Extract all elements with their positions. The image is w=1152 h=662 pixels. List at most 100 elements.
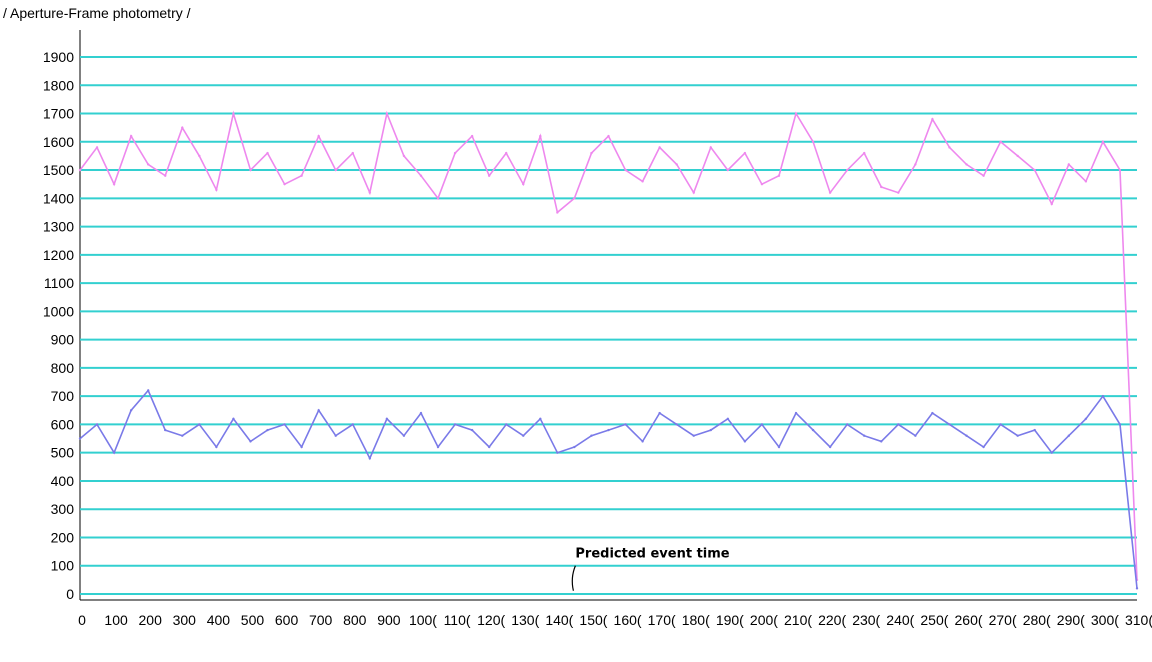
annotation-label-0: Predicted event time <box>575 547 729 562</box>
x-tick-label-3000: 300( <box>1091 612 1119 628</box>
series-1-point-35 <box>675 423 678 426</box>
x-tick-label-1600: 160( <box>614 612 642 628</box>
y-tick-label-1400: 1400 <box>43 190 74 206</box>
series-1-point-17 <box>368 457 372 460</box>
series-0-point-61 <box>1118 168 1122 172</box>
series-0-point-48 <box>897 191 900 194</box>
series-1-point-51 <box>948 423 951 426</box>
x-tick-label-1400: 140( <box>545 612 573 628</box>
series-0-point-26 <box>522 182 525 186</box>
series-1-point-16 <box>351 423 354 426</box>
series-0-point-46 <box>863 151 866 155</box>
series-1-point-31 <box>607 428 610 432</box>
y-tick-label-500: 500 <box>51 445 75 461</box>
series-1-point-5 <box>164 428 167 432</box>
x-tick-label-2000: 200( <box>750 612 778 628</box>
series-0-point-17 <box>368 191 372 194</box>
series-1-point-30 <box>590 434 593 437</box>
series-1-point-62 <box>1135 587 1139 590</box>
x-tick-label-1200: 120( <box>477 612 505 628</box>
series-1-point-21 <box>436 445 440 449</box>
series-0-point-30 <box>590 151 593 155</box>
x-tick-label-100: 100 <box>104 612 128 628</box>
series-0-point-32 <box>624 168 627 172</box>
series-1-point-23 <box>470 428 474 432</box>
series-0-point-4 <box>146 163 150 166</box>
series-1-point-33 <box>641 440 644 443</box>
series-0-point-2 <box>112 182 116 186</box>
series-1-point-27 <box>539 417 542 420</box>
series-0-point-42 <box>794 112 798 115</box>
series-0-point-33 <box>641 180 644 183</box>
series-1-point-36 <box>692 434 695 437</box>
x-tick-label-400: 400 <box>207 612 231 628</box>
series-0-point-51 <box>948 146 951 149</box>
x-tick-label-1800: 180( <box>682 612 710 628</box>
x-tick-label-1100: 110( <box>444 612 471 628</box>
y-tick-label-600: 600 <box>51 416 75 432</box>
y-tick-label-1300: 1300 <box>43 219 74 235</box>
series-1-point-25 <box>505 423 508 426</box>
series-0-point-54 <box>999 140 1002 143</box>
x-tick-label-2800: 280( <box>1023 612 1051 628</box>
series-1-point-47 <box>880 440 883 443</box>
series-1-point-50 <box>931 411 934 415</box>
series-1-point-53 <box>982 445 985 449</box>
x-tick-label-2100: 210( <box>784 612 812 628</box>
series-1-point-52 <box>965 434 968 437</box>
series-0-point-38 <box>726 168 730 172</box>
series-1-point-10 <box>249 440 252 443</box>
series-0-point-3 <box>129 134 133 138</box>
y-tick-label-1600: 1600 <box>43 134 74 150</box>
series-1-point-2 <box>112 451 116 454</box>
series-0-point-45 <box>845 168 849 172</box>
series-1-point-3 <box>129 409 133 412</box>
series-1-point-43 <box>811 428 815 432</box>
y-tick-label-1000: 1000 <box>43 303 74 319</box>
y-tick-label-700: 700 <box>51 388 75 404</box>
series-0-point-15 <box>334 168 337 172</box>
x-tick-label-2500: 250( <box>920 612 948 628</box>
y-tick-label-200: 200 <box>51 529 75 545</box>
series-1-point-45 <box>845 423 849 426</box>
series-0-point-6 <box>181 126 184 129</box>
series-0-point-60 <box>1101 140 1105 143</box>
series-1-point-19 <box>402 434 406 437</box>
series-1-point-44 <box>828 445 832 449</box>
series-1-point-37 <box>709 428 712 432</box>
x-tick-label-600: 600 <box>275 612 299 628</box>
x-tick-label-1000: 100( <box>409 612 437 628</box>
x-tick-label-800: 800 <box>343 612 367 628</box>
x-tick-label-2200: 220( <box>818 612 846 628</box>
series-0-point-41 <box>777 174 781 177</box>
series-1-point-48 <box>897 423 900 426</box>
x-tick-label-2400: 240( <box>886 612 914 628</box>
series-1-point-4 <box>146 389 150 392</box>
series-1-point-58 <box>1067 434 1071 437</box>
series-0-point-43 <box>811 140 815 143</box>
series-0-point-7 <box>198 154 201 158</box>
series-0-point-50 <box>931 117 934 121</box>
series-1-point-26 <box>522 434 525 437</box>
series-1-point-55 <box>1016 434 1019 437</box>
series-0-point-9 <box>232 112 235 115</box>
series-0-point-37 <box>709 146 712 149</box>
y-tick-label-1500: 1500 <box>43 162 74 178</box>
x-tick-label-1500: 150( <box>579 612 607 628</box>
y-tick-label-1100: 1100 <box>44 275 74 291</box>
x-tick-label-700: 700 <box>309 612 333 628</box>
series-1-point-54 <box>999 423 1002 426</box>
x-tick-label-1900: 190( <box>716 612 744 628</box>
x-tick-label-2600: 260( <box>955 612 983 628</box>
series-0-point-36 <box>692 191 695 194</box>
series-0-point-12 <box>283 182 286 186</box>
series-1-point-13 <box>300 445 303 449</box>
series-0-point-58 <box>1067 163 1071 166</box>
series-1-point-24 <box>487 445 491 449</box>
series-0-point-8 <box>215 188 218 192</box>
series-1-point-40 <box>760 423 764 426</box>
chart-title: / Aperture-Frame photometry / <box>3 5 191 21</box>
series-1-point-29 <box>573 445 576 449</box>
series-0-point-20 <box>419 174 423 177</box>
x-tick-label-300: 300 <box>173 612 197 628</box>
